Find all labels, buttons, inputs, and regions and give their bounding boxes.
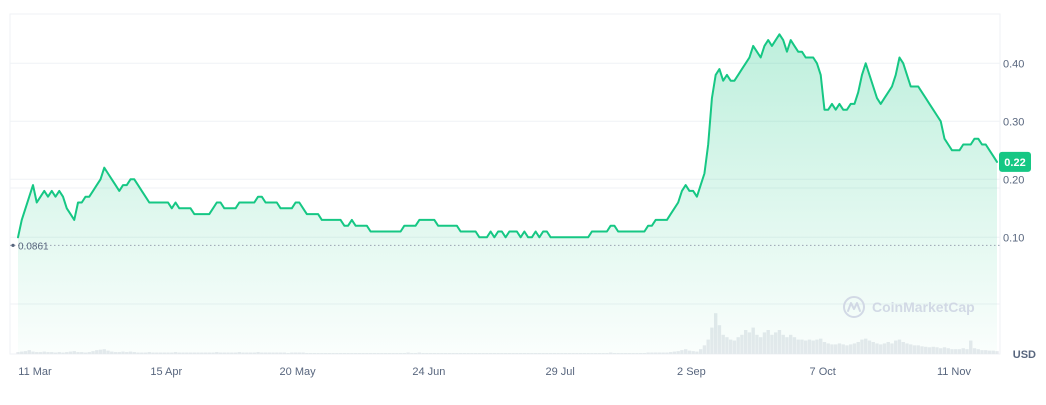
current-price-label: 0.22 [1004,157,1025,169]
y-axis: 0.10 0.20 0.30 0.40 [1003,58,1024,244]
price-line [17,33,998,239]
x-tick-label: 20 May [280,366,317,378]
x-tick-label: 11 Mar [18,366,52,378]
x-tick-label: 24 Jun [412,366,445,378]
x-tick-label: 7 Oct [810,366,836,378]
current-price-badge: 0.22 [999,151,1031,172]
y-tick-label: 0.20 [1003,174,1024,186]
current-price-badge-bg [999,151,1031,172]
watermark: CoinMarketCap [843,296,975,318]
reference-dot [11,243,15,247]
coinmarketcap-logo-icon [843,296,865,318]
y-tick-label: 0.40 [1003,58,1024,70]
watermark-text: CoinMarketCap [872,299,975,315]
x-axis: 11 Mar 15 Apr 20 May 24 Jun 29 Jul 2 Sep 7 Oct… [18,366,972,378]
currency-label: USD [1013,349,1036,361]
reference-label: 0.0861 [18,241,49,252]
price-area [18,34,997,355]
x-tick-label: 29 Jul [545,366,574,378]
x-tick-label: 15 Apr [150,366,182,378]
y-tick-label: 0.10 [1003,232,1024,244]
x-tick-label: 2 Sep [677,366,706,378]
y-tick-label: 0.30 [1003,116,1024,128]
x-tick-label: 11 Nov [937,366,972,378]
